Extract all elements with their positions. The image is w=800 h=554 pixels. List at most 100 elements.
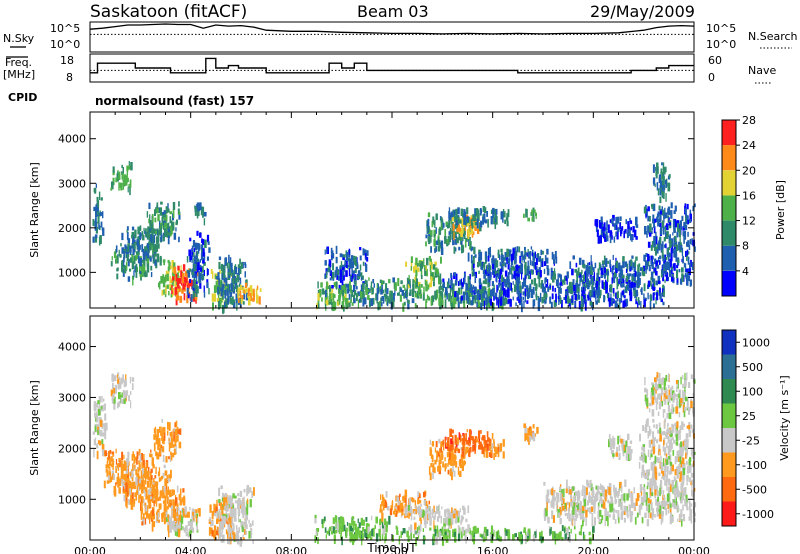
data-cell bbox=[565, 296, 568, 304]
data-cell bbox=[144, 246, 147, 254]
data-cell bbox=[227, 496, 229, 501]
data-cell bbox=[341, 536, 343, 546]
data-cell bbox=[106, 457, 109, 463]
data-cell bbox=[434, 447, 436, 453]
data-cell bbox=[669, 239, 672, 248]
data-cell bbox=[555, 293, 557, 303]
data-cell bbox=[457, 448, 461, 454]
data-cell bbox=[676, 220, 680, 225]
data-cell bbox=[105, 452, 108, 457]
data-cell bbox=[108, 455, 110, 461]
data-cell bbox=[661, 171, 664, 180]
data-cell bbox=[588, 262, 591, 266]
data-cell bbox=[681, 247, 684, 257]
data-cell bbox=[547, 516, 550, 524]
data-cell bbox=[126, 390, 128, 396]
nsky-label: N.Sky bbox=[3, 32, 35, 45]
data-cell bbox=[451, 471, 453, 481]
data-cell bbox=[351, 261, 355, 268]
data-cell bbox=[414, 262, 418, 270]
data-cell bbox=[460, 240, 463, 245]
data-cell bbox=[230, 498, 233, 507]
data-cell bbox=[666, 261, 670, 270]
data-cell bbox=[351, 516, 355, 520]
data-cell bbox=[249, 524, 252, 528]
data-cell bbox=[191, 248, 194, 258]
data-cell bbox=[451, 468, 454, 472]
data-cell bbox=[116, 273, 119, 280]
data-cell bbox=[454, 238, 458, 245]
data-cell bbox=[189, 237, 192, 242]
data-cell bbox=[541, 530, 543, 537]
data-cell bbox=[667, 215, 670, 223]
data-cell bbox=[217, 300, 220, 310]
data-cell bbox=[232, 504, 234, 509]
data-cell bbox=[151, 460, 154, 465]
data-cell bbox=[326, 267, 329, 272]
data-cell bbox=[532, 424, 535, 429]
data-cell bbox=[408, 274, 410, 280]
data-cell bbox=[433, 281, 435, 287]
data-cell bbox=[559, 517, 562, 525]
data-cell bbox=[405, 261, 408, 267]
data-cell bbox=[677, 223, 679, 232]
data-cell bbox=[527, 530, 529, 536]
data-cell bbox=[112, 177, 115, 186]
data-cell bbox=[235, 534, 238, 543]
data-cell bbox=[456, 237, 459, 244]
data-cell bbox=[325, 248, 328, 253]
data-cell bbox=[509, 282, 511, 290]
data-cell bbox=[338, 284, 341, 289]
data-cell bbox=[326, 271, 328, 279]
data-cell bbox=[455, 222, 458, 228]
data-cell bbox=[429, 517, 432, 526]
data-cell bbox=[172, 288, 175, 296]
data-cell bbox=[116, 258, 119, 262]
data-cell bbox=[685, 250, 688, 257]
data-cell bbox=[341, 254, 344, 258]
data-cell bbox=[227, 522, 230, 527]
data-cell bbox=[485, 297, 488, 306]
data-cell bbox=[337, 301, 340, 306]
data-cell bbox=[192, 527, 195, 533]
data-cell bbox=[544, 292, 546, 301]
data-cell bbox=[163, 210, 166, 214]
data-cell bbox=[661, 187, 663, 194]
data-cell bbox=[444, 299, 447, 308]
data-cell bbox=[616, 490, 619, 498]
data-cell bbox=[478, 279, 481, 289]
data-cell bbox=[471, 530, 475, 536]
data-cell bbox=[416, 506, 419, 513]
data-cell bbox=[161, 446, 165, 453]
data-cell bbox=[242, 497, 244, 504]
data-cell bbox=[494, 222, 497, 230]
data-cell bbox=[491, 446, 494, 452]
data-cell bbox=[124, 461, 127, 468]
data-cell bbox=[253, 293, 255, 301]
data-cell bbox=[229, 509, 232, 518]
data-cell bbox=[384, 499, 387, 504]
data-cell bbox=[239, 490, 243, 497]
data-cell bbox=[175, 420, 178, 428]
data-cell bbox=[380, 301, 383, 307]
data-cell bbox=[176, 508, 178, 513]
data-cell bbox=[578, 273, 581, 278]
data-cell bbox=[647, 280, 651, 288]
data-cell bbox=[208, 247, 211, 253]
data-cell bbox=[456, 293, 459, 302]
data-cell bbox=[616, 303, 619, 308]
data-cell bbox=[163, 289, 165, 295]
data-cell bbox=[579, 280, 581, 286]
data-cell bbox=[132, 482, 134, 488]
data-cell bbox=[92, 431, 95, 435]
data-cell bbox=[539, 270, 542, 278]
data-cell bbox=[249, 487, 252, 493]
data-cell bbox=[139, 258, 143, 267]
data-cell bbox=[622, 256, 625, 264]
data-cell bbox=[441, 441, 444, 447]
data-cell bbox=[178, 212, 181, 220]
data-cell bbox=[406, 284, 408, 292]
data-cell bbox=[236, 530, 239, 536]
data-cell bbox=[164, 222, 167, 228]
data-cell bbox=[514, 533, 517, 538]
